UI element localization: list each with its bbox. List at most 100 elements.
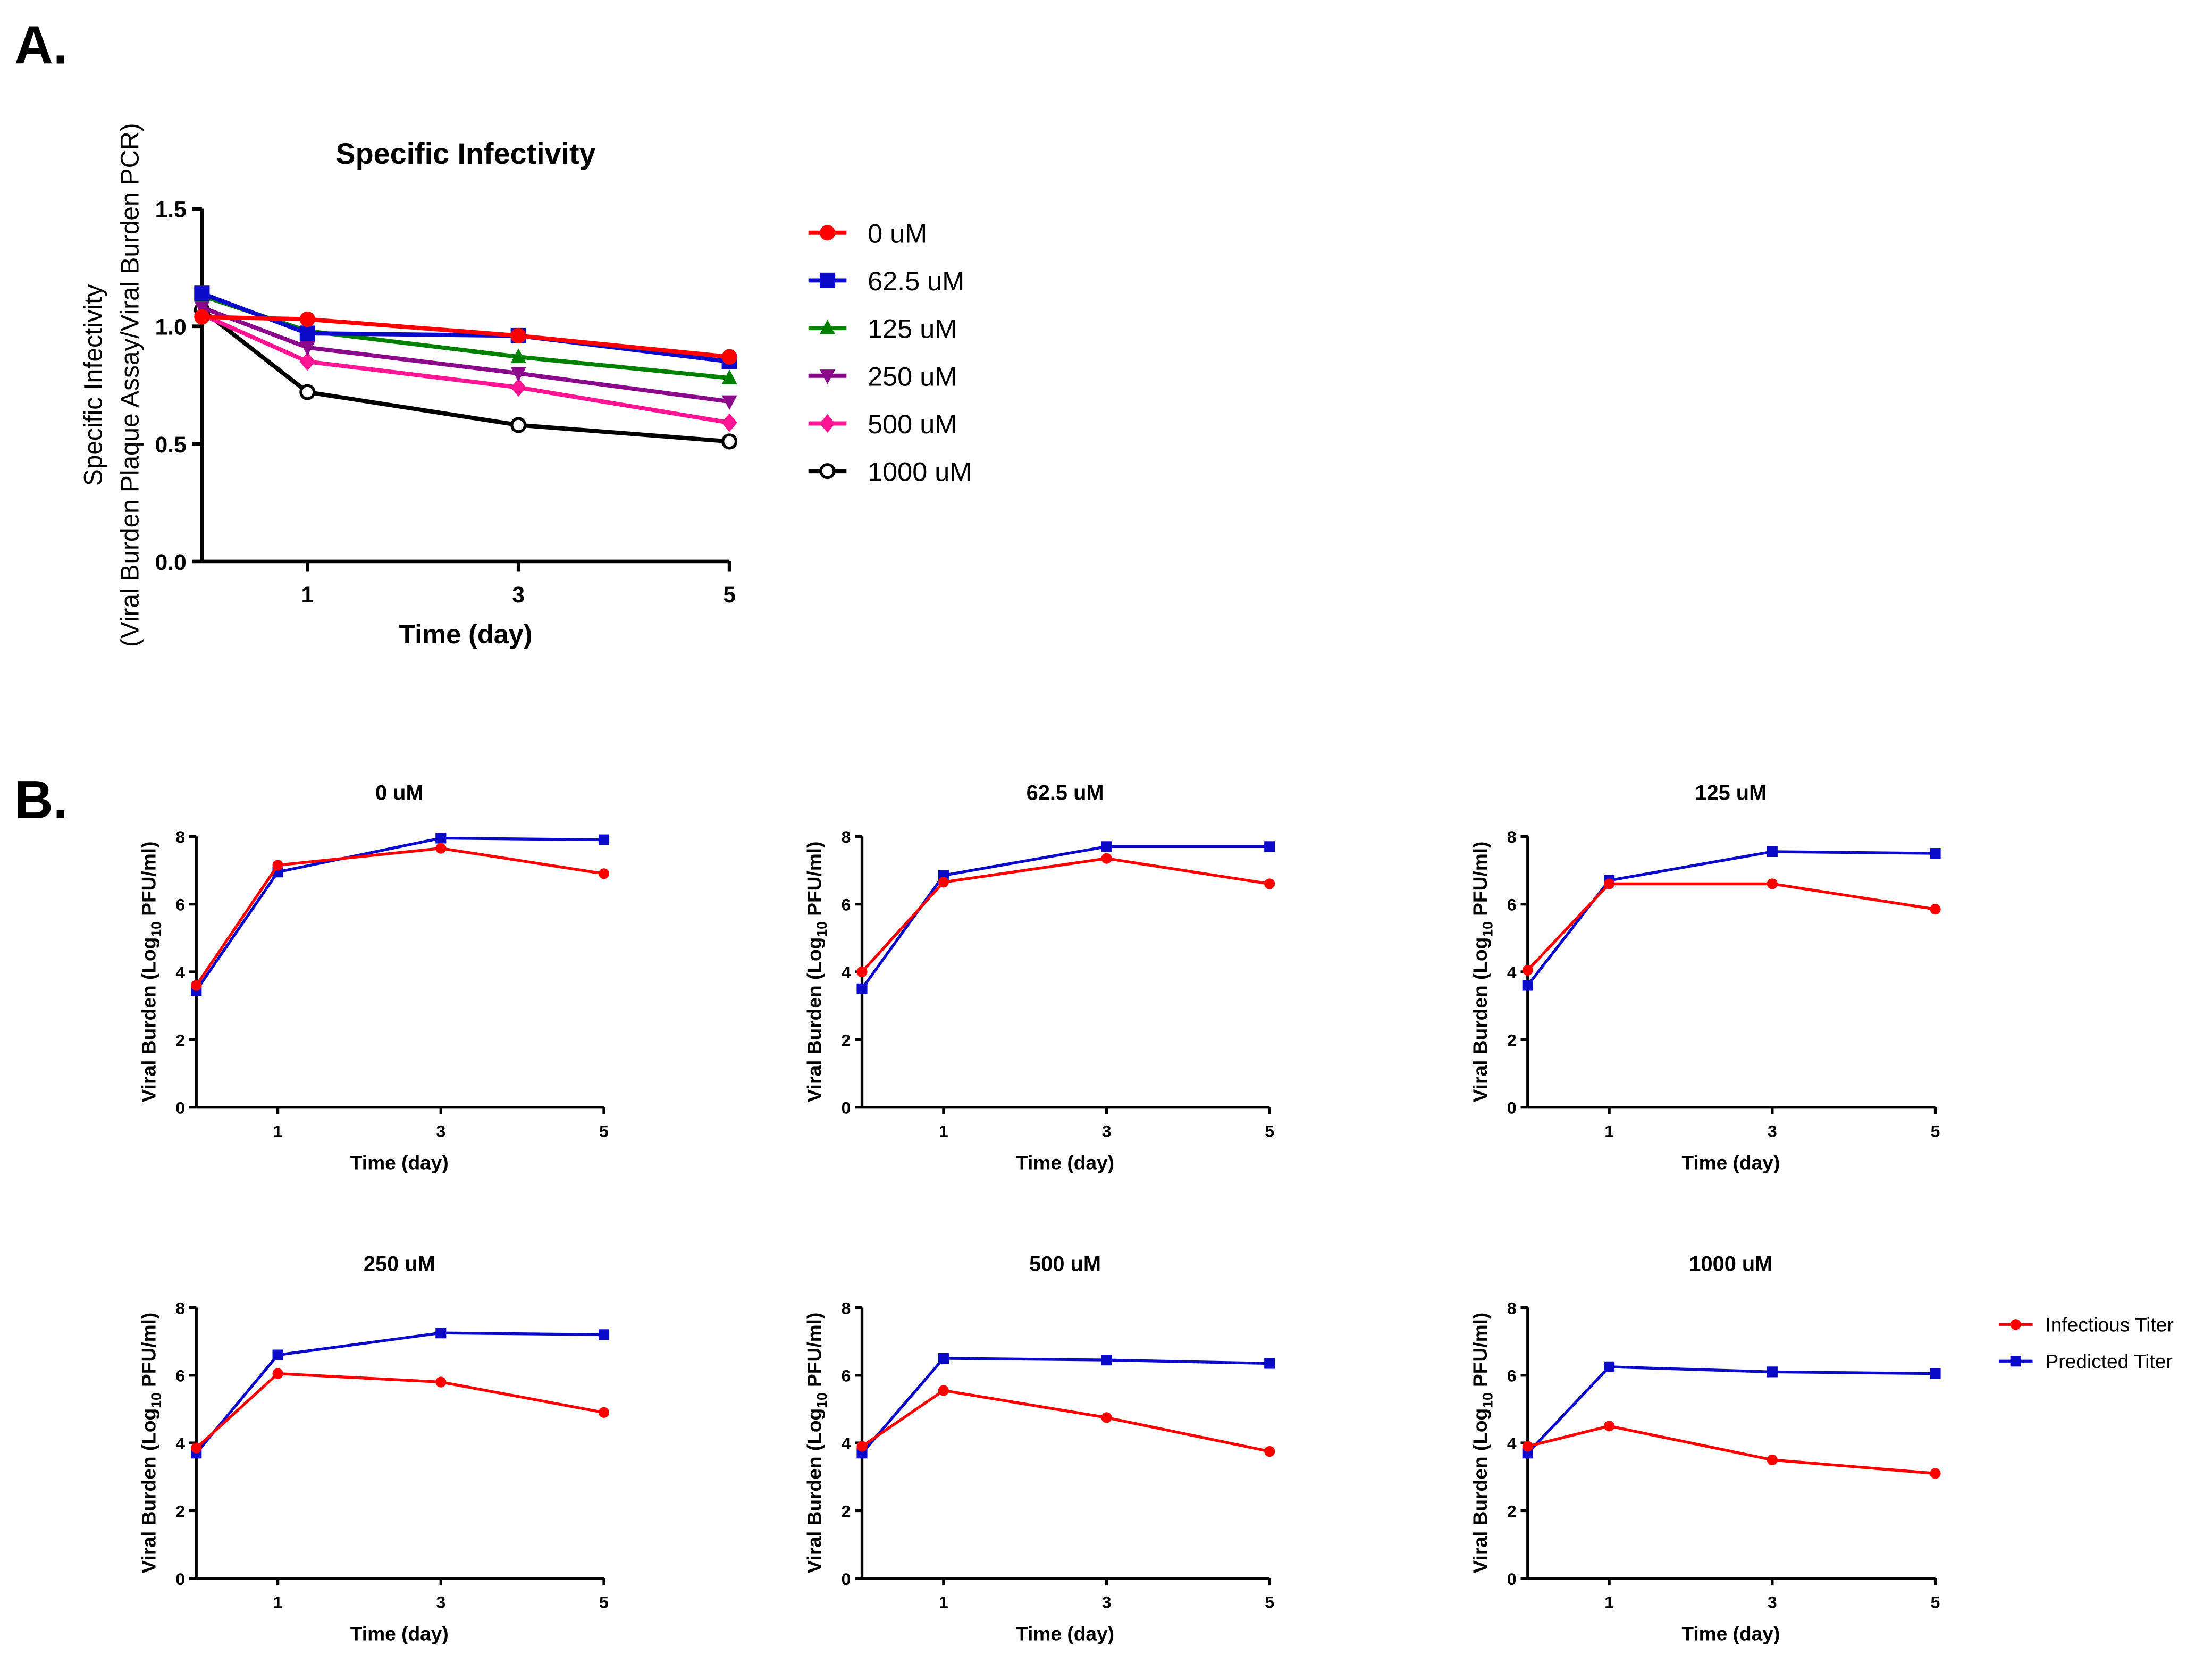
y-label-end: PFU/ml): [1469, 842, 1491, 922]
series-line: [861, 856, 1270, 973]
data-point: [1767, 878, 1778, 889]
y-tick-label: 2: [175, 1030, 185, 1049]
data-point: [1930, 848, 1941, 859]
legend-label: 1000 uM: [868, 457, 972, 487]
y-axis-label: Viral Burden (Log10 PFU/ml): [1469, 1313, 1496, 1574]
y-label-main: Viral Burden (Log: [1469, 937, 1491, 1103]
series-line: [195, 846, 604, 986]
legend-label: Infectious Titer: [2045, 1314, 2173, 1336]
data-point: [721, 349, 737, 365]
y-label-sub: 10: [1479, 1392, 1495, 1408]
series-1000-um: [194, 301, 738, 450]
data-point: [510, 417, 527, 433]
data-point: [435, 833, 447, 844]
x-tick-label: 3: [436, 1121, 445, 1140]
y-tick-label: 1.0: [155, 315, 187, 340]
subplot-62-5-um: 62.5 uM 0 2 4 6 8 1 3 5 Time (day) Viral Burden (L…: [803, 781, 1275, 1173]
data-point: [299, 352, 315, 371]
data-point: [435, 843, 447, 854]
y-tick-label: 0: [1507, 1098, 1517, 1118]
y-tick-label: 1.5: [155, 197, 187, 222]
series-predicted: [191, 1328, 610, 1459]
y-tick-label: 4: [1507, 963, 1517, 982]
subplot-title: 250 uM: [364, 1252, 435, 1275]
data-point: [856, 1441, 868, 1452]
x-tick-label: 5: [723, 582, 736, 607]
subplot-500-um: 500 uM 0 2 4 6 8 1 3 5 Time (day) Viral Burden (Lo…: [803, 1252, 1275, 1645]
data-point: [191, 980, 202, 991]
legend-label: 125 uM: [868, 314, 957, 344]
y-axis-label: Viral Burden (Log10 PFU/ml): [803, 842, 830, 1103]
data-point: [191, 1442, 202, 1454]
y-label-sub: 10: [148, 1392, 164, 1408]
legend-marker: [819, 463, 836, 480]
series-line: [1526, 1365, 1936, 1455]
data-point: [194, 301, 210, 316]
data-point: [194, 285, 210, 301]
y-tick-label: 8: [175, 827, 185, 846]
data-point: [272, 1349, 283, 1360]
data-point: [1101, 853, 1112, 864]
y-tick-label: 8: [842, 827, 851, 846]
y-tick-label: 6: [1507, 1366, 1517, 1385]
x-tick-label: 5: [1265, 1121, 1274, 1140]
legend-marker: [2010, 1319, 2021, 1330]
y-label-sub: 10: [814, 921, 830, 937]
y-tick-label: 6: [175, 1366, 185, 1385]
x-tick-label: 1: [1604, 1121, 1614, 1140]
y-tick-label: 0.0: [155, 550, 187, 575]
x-tick-label: 3: [1102, 1121, 1112, 1140]
data-point: [721, 369, 737, 384]
data-point: [299, 311, 315, 327]
y-tick-label: 8: [175, 1298, 185, 1317]
series-predicted: [856, 841, 1275, 994]
y-tick-label: 0: [175, 1098, 185, 1118]
y-label-end: PFU/ml): [803, 842, 826, 922]
x-axis-label: Time (day): [1681, 1151, 1780, 1173]
series-line: [201, 291, 730, 364]
data-point: [1604, 878, 1615, 889]
data-point: [1264, 1358, 1275, 1369]
y-label-end: PFU/ml): [137, 1313, 159, 1393]
x-axis-label: Time (day): [350, 1151, 449, 1173]
x-tick-label: 1: [273, 1593, 283, 1612]
subplot-0-um: 0 uM 0 2 4 6 8 1 3 5 Time (day) Viral Burden (Log1…: [137, 781, 610, 1173]
y-tick-label: 2: [842, 1030, 851, 1049]
legend-marker: [819, 225, 836, 241]
legend-b: Infectious Titer Predicted Titer: [1998, 1314, 2174, 1373]
x-tick-label: 5: [1931, 1121, 1940, 1140]
legend-marker: [819, 320, 836, 334]
y-label-end: PFU/ml): [1469, 1313, 1491, 1393]
y-tick-label: 4: [842, 1434, 851, 1453]
series-infectious: [1522, 1421, 1941, 1479]
data-point: [721, 433, 738, 450]
x-axis-label: Time (day): [399, 619, 532, 649]
x-tick-label: 3: [512, 582, 525, 607]
x-tick-label: 1: [301, 582, 314, 607]
y-tick-label: 4: [175, 963, 185, 982]
data-point: [1930, 904, 1941, 915]
series-infectious: [856, 853, 1275, 978]
data-point: [510, 367, 526, 382]
legend-marker: [819, 414, 836, 433]
y-tick-label: 0: [842, 1098, 851, 1118]
legend-marker: [819, 369, 836, 384]
subplot-125-um: 125 uM 0 2 4 6 8 1 3 5 Time (day) Viral Burden (Lo…: [1469, 781, 1941, 1173]
y-axis-label: Specific Infectivity: [79, 284, 107, 486]
series-infectious: [856, 1385, 1275, 1457]
legend-label: 500 uM: [868, 409, 957, 439]
series-predicted: [1522, 846, 1941, 991]
y-label-sub: 10: [814, 1392, 830, 1408]
series-line: [1527, 1424, 1936, 1475]
data-point: [856, 966, 868, 978]
x-axis-label: Time (day): [1016, 1623, 1114, 1645]
series-line: [201, 315, 730, 359]
x-tick-label: 3: [1102, 1593, 1112, 1612]
data-point: [598, 868, 610, 879]
y-tick-label: 8: [1507, 1298, 1517, 1317]
y-label-main: Viral Burden (Log: [137, 937, 159, 1103]
data-point: [510, 327, 526, 344]
x-tick-label: 5: [1265, 1593, 1274, 1612]
chart-title: Specific Infectivity: [335, 137, 595, 170]
data-point: [1930, 1368, 1941, 1379]
